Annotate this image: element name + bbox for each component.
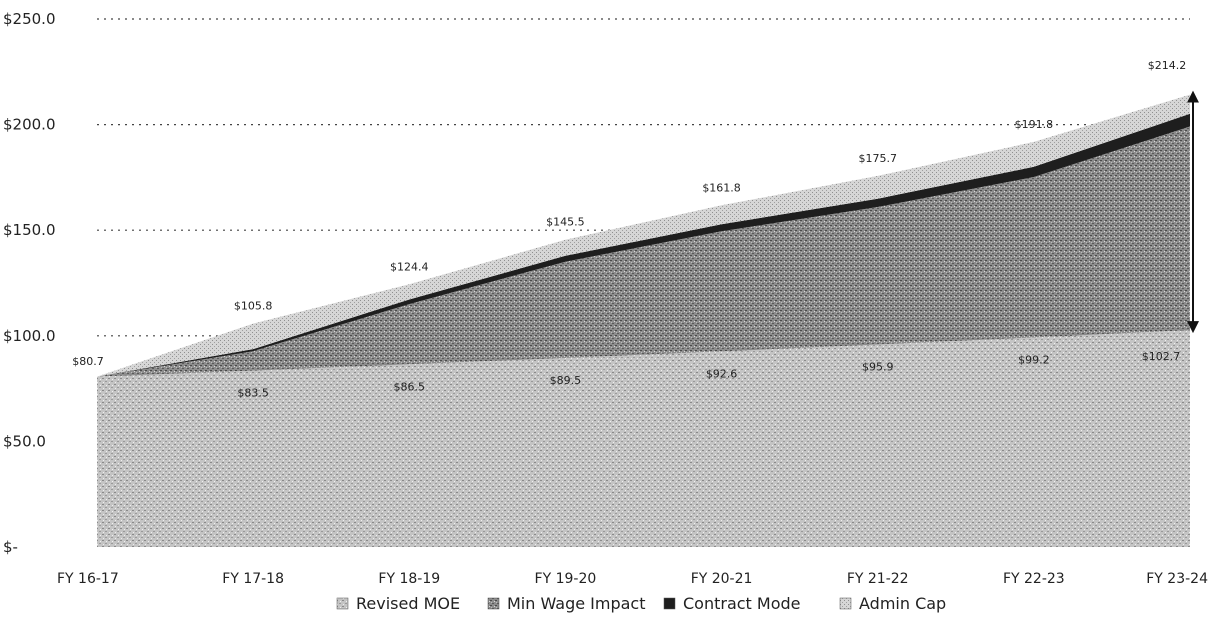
x-tick-label: FY 17-18 [222, 571, 284, 587]
data-label-top: $124.4 [390, 260, 429, 273]
legend-label: Min Wage Impact [507, 594, 646, 613]
legend-label: Contract Mode [683, 594, 801, 613]
legend-item: Contract Mode [663, 594, 801, 613]
area-series [97, 94, 1190, 547]
legend: Revised MOE Min Wage Impact Contract Mode A… [336, 594, 946, 613]
legend-swatch [839, 597, 852, 610]
x-tick-label: FY 21-22 [847, 571, 909, 587]
data-label-top: $80.7 [72, 355, 104, 368]
y-tick-label: $150.0 [3, 221, 56, 239]
legend-swatch [336, 597, 349, 610]
x-tick-label: FY 16-17 [57, 571, 119, 587]
x-tick-label: FY 18-19 [378, 571, 440, 587]
legend-swatch [663, 597, 676, 610]
x-tick-label: FY 20-21 [691, 571, 753, 587]
data-label-top: $161.8 [702, 181, 741, 194]
x-tick-label: FY 23-24 [1146, 571, 1208, 587]
data-label-bottom: $83.5 [237, 387, 269, 400]
x-tick-label: FY 19-20 [535, 571, 597, 587]
y-axis: $- $50.0 $100.0 $150.0 $200.0 $250.0 [3, 10, 56, 556]
legend-item: Min Wage Impact [487, 594, 646, 613]
area-min-wage-impact [97, 126, 1190, 377]
y-tick-label: $100.0 [3, 327, 56, 345]
y-tick-label: $50.0 [3, 432, 46, 450]
legend-item: Admin Cap [839, 594, 946, 613]
x-axis: FY 16-17 FY 17-18 FY 18-19 FY 19-20 FY 20-21… [57, 571, 1208, 587]
data-label-top: $214.2 [1148, 59, 1187, 72]
area-revised-moe [97, 330, 1190, 547]
legend-label: Admin Cap [859, 594, 946, 613]
data-label-bottom: $99.2 [1018, 353, 1050, 366]
area-admin-cap [97, 94, 1190, 377]
area-contract-mode [97, 113, 1190, 377]
data-label-bottom: $86.5 [394, 380, 426, 393]
data-label-top: $191.8 [1015, 118, 1054, 131]
y-tick-label: $250.0 [3, 10, 56, 28]
data-label-bottom: $92.6 [706, 367, 738, 380]
y-tick-label: $200.0 [3, 116, 56, 134]
data-label-top: $145.5 [546, 216, 585, 229]
legend-swatch [487, 597, 500, 610]
y-tick-label: $- [3, 538, 18, 556]
data-label-top: $105.8 [234, 300, 273, 313]
x-tick-label: FY 22-23 [1003, 571, 1065, 587]
data-label-bottom: $95.9 [862, 360, 894, 373]
data-label-bottom: $89.5 [550, 374, 582, 387]
data-labels: $80.7 $105.8 $124.4 $145.5 $161.8 $175.7 $191.… [72, 59, 1186, 400]
data-label-bottom: $102.7 [1142, 350, 1181, 363]
legend-item: Revised MOE [336, 594, 460, 613]
legend-label: Revised MOE [356, 594, 460, 613]
data-label-top: $175.7 [858, 152, 897, 165]
